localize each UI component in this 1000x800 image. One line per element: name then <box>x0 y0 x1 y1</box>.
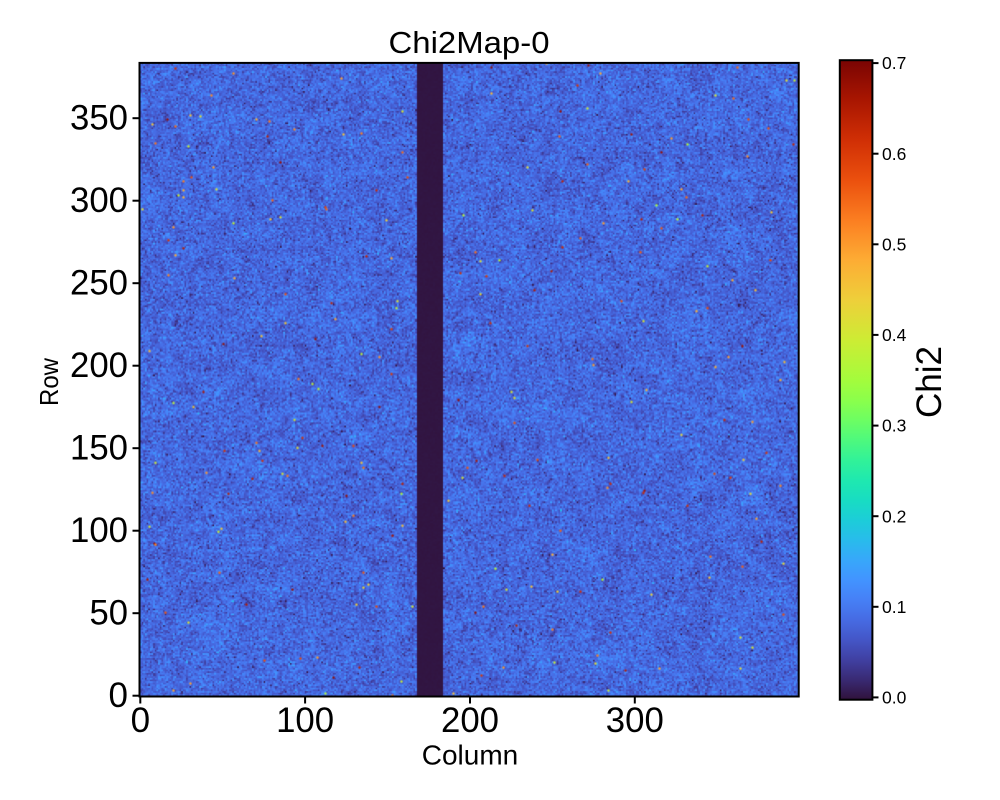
svg-text:0.2: 0.2 <box>882 506 906 526</box>
svg-text:0.5: 0.5 <box>882 234 906 254</box>
svg-text:0: 0 <box>109 676 128 715</box>
svg-text:Chi2Map-0: Chi2Map-0 <box>389 25 550 60</box>
svg-text:200: 200 <box>70 346 128 385</box>
svg-text:50: 50 <box>90 594 129 633</box>
svg-text:0.3: 0.3 <box>882 416 906 436</box>
svg-text:0.1: 0.1 <box>882 597 906 617</box>
svg-text:0.7: 0.7 <box>882 53 906 73</box>
svg-text:Chi2: Chi2 <box>910 346 949 418</box>
svg-text:300: 300 <box>70 181 128 220</box>
svg-text:0.0: 0.0 <box>882 688 907 708</box>
svg-text:0: 0 <box>131 701 150 740</box>
svg-text:100: 100 <box>276 701 334 740</box>
svg-text:200: 200 <box>441 701 499 740</box>
svg-text:Row: Row <box>34 358 64 406</box>
svg-text:0.4: 0.4 <box>882 325 907 345</box>
svg-text:300: 300 <box>606 701 664 740</box>
svg-text:Column: Column <box>422 739 518 770</box>
svg-text:250: 250 <box>70 264 128 303</box>
svg-text:100: 100 <box>70 511 128 550</box>
svg-text:350: 350 <box>70 99 128 138</box>
svg-text:150: 150 <box>70 429 128 468</box>
svg-text:0.6: 0.6 <box>882 144 906 164</box>
